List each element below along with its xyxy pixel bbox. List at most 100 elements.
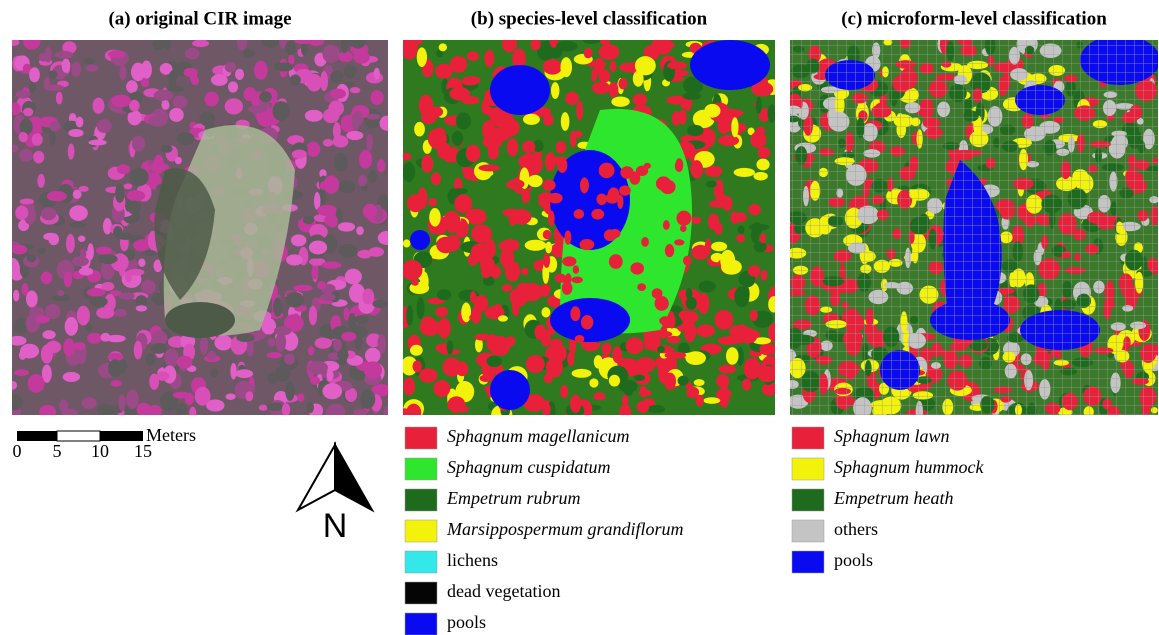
texture — [47, 191, 67, 201]
texture — [543, 59, 562, 75]
legend-swatch — [405, 427, 437, 449]
texture — [230, 363, 236, 379]
texture — [596, 193, 606, 205]
texture — [412, 360, 421, 372]
texture — [421, 155, 433, 173]
texture — [487, 356, 502, 367]
legend-label: lichens — [447, 550, 498, 570]
legend-swatch — [792, 427, 824, 449]
texture — [406, 404, 421, 422]
texture — [678, 376, 689, 386]
texture — [90, 296, 108, 307]
texture — [726, 347, 739, 365]
texture — [66, 234, 75, 253]
texture — [761, 270, 768, 281]
texture — [85, 324, 92, 332]
texture — [664, 372, 676, 390]
texture — [521, 190, 530, 203]
texture — [290, 75, 301, 86]
texture — [98, 254, 118, 264]
texture — [195, 387, 211, 406]
texture — [87, 288, 106, 296]
texture — [41, 272, 53, 284]
texture — [570, 306, 580, 321]
texture — [716, 374, 729, 387]
texture — [528, 175, 543, 187]
texture — [49, 70, 57, 78]
texture — [674, 239, 684, 245]
texture — [493, 113, 514, 128]
texture — [32, 133, 43, 145]
texture — [114, 309, 127, 317]
texture — [82, 397, 97, 409]
texture — [33, 151, 44, 163]
texture — [292, 149, 307, 158]
texture — [730, 211, 738, 224]
texture — [355, 336, 363, 349]
texture — [502, 284, 513, 291]
species-map — [395, 35, 780, 426]
texture — [321, 261, 341, 269]
legend-swatch — [792, 520, 824, 542]
texture — [41, 207, 56, 220]
texture — [428, 128, 447, 149]
texture — [734, 168, 755, 177]
texture — [489, 336, 510, 356]
texture — [756, 159, 769, 171]
texture — [652, 36, 673, 54]
texture — [118, 233, 134, 240]
texture — [39, 53, 50, 62]
texture — [703, 397, 720, 404]
texture — [126, 80, 138, 93]
texture — [249, 386, 255, 392]
texture — [326, 404, 345, 421]
texture — [593, 392, 605, 400]
texture — [27, 254, 37, 262]
texture — [225, 62, 237, 73]
texture — [117, 164, 130, 174]
texture — [87, 333, 102, 344]
legend-label: others — [834, 519, 878, 539]
texture — [768, 296, 779, 312]
texture — [86, 64, 99, 71]
texture — [214, 335, 232, 350]
texture — [417, 297, 425, 319]
texture — [330, 88, 346, 98]
legend-label: Sphagnum magellanicum — [447, 426, 629, 446]
texture — [462, 79, 479, 86]
texture — [410, 345, 423, 356]
texture — [738, 226, 745, 234]
texture — [540, 291, 549, 297]
texture — [338, 222, 355, 231]
texture — [200, 336, 209, 355]
legend-swatch — [405, 582, 437, 604]
texture — [608, 82, 618, 98]
texture — [71, 62, 81, 77]
texture — [612, 346, 622, 363]
texture — [624, 388, 633, 396]
texture — [5, 394, 22, 410]
texture — [437, 289, 452, 300]
texture — [706, 181, 717, 188]
texture — [743, 331, 757, 343]
texture — [7, 145, 19, 153]
texture — [407, 194, 424, 212]
texture — [565, 273, 572, 284]
texture — [570, 395, 581, 413]
legend-swatch — [405, 489, 437, 511]
texture — [641, 237, 649, 247]
texture — [78, 236, 85, 242]
texture — [620, 166, 633, 179]
texture — [594, 355, 603, 368]
texture — [541, 307, 550, 317]
texture — [7, 381, 17, 390]
texture — [243, 49, 255, 58]
texture — [134, 341, 143, 360]
texture — [148, 115, 167, 127]
texture — [380, 116, 394, 131]
texture — [108, 359, 123, 377]
texture — [548, 210, 555, 226]
texture — [56, 92, 63, 105]
texture — [37, 174, 45, 188]
texture — [19, 149, 33, 162]
